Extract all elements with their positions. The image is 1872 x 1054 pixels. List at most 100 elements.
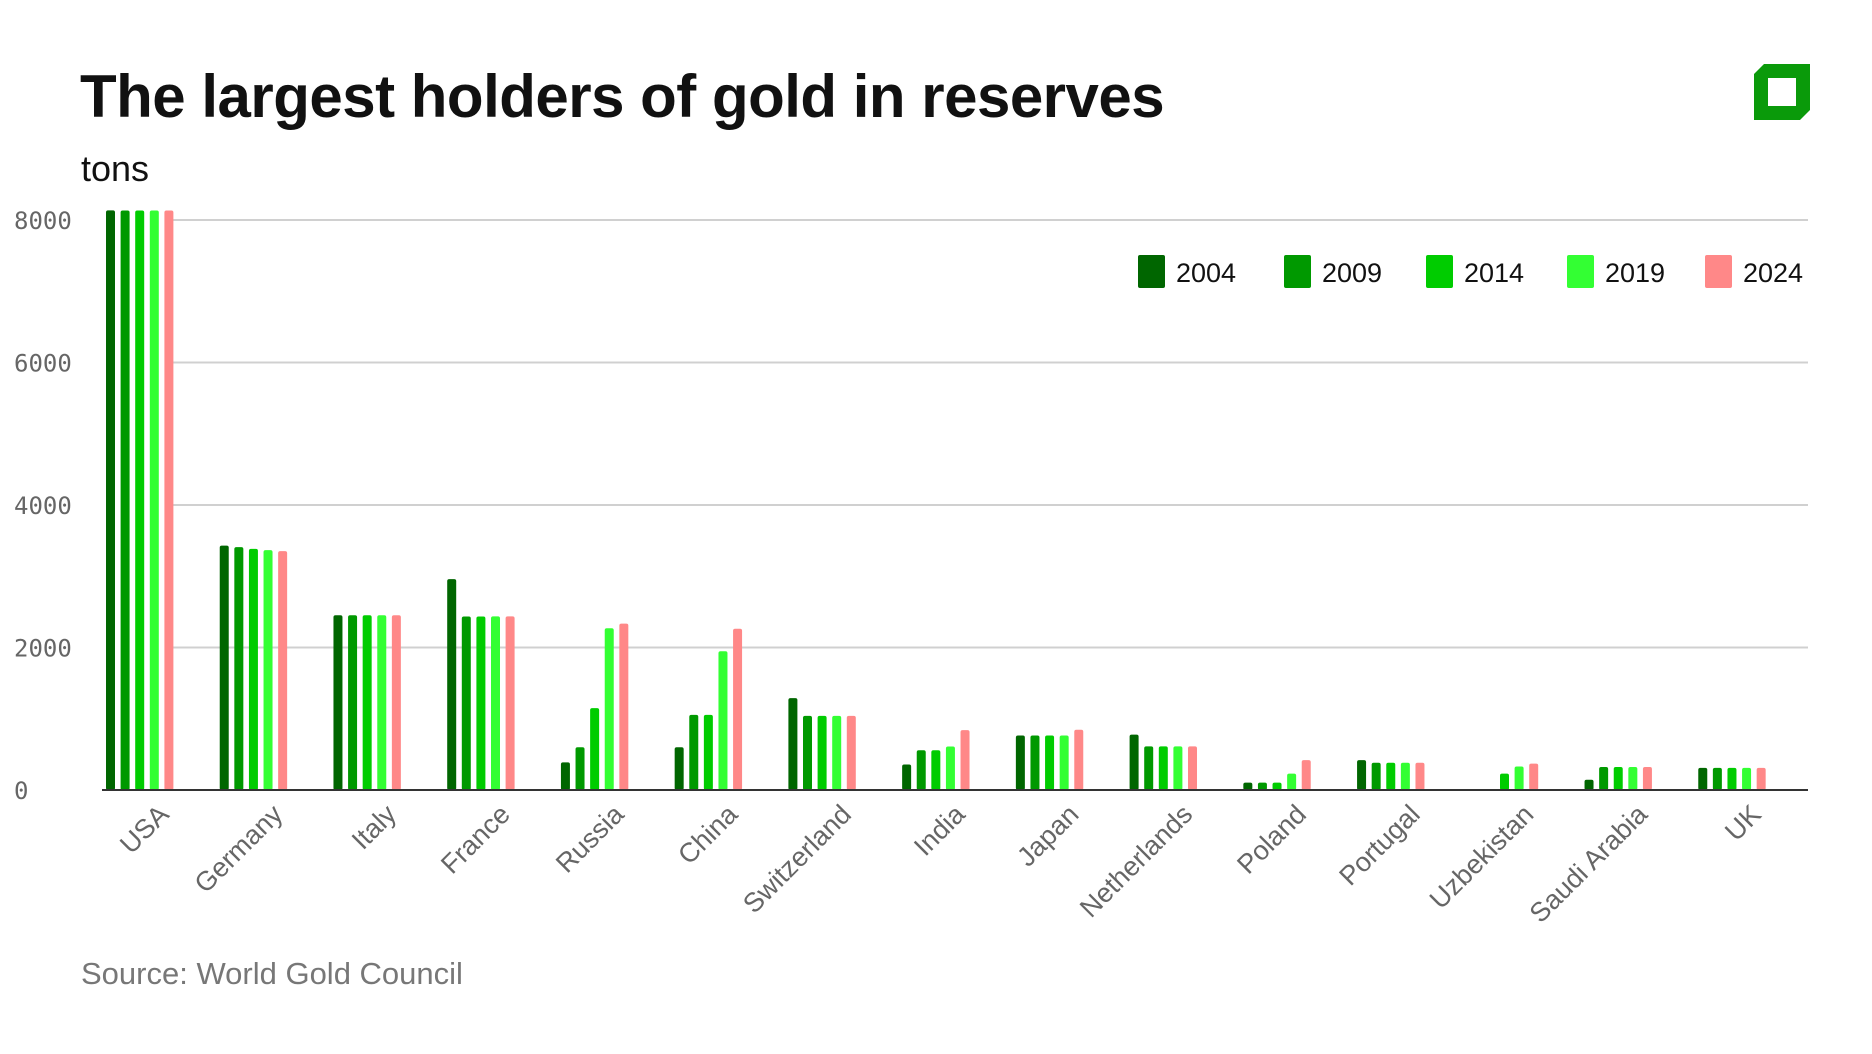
bar-china-2019: [718, 651, 728, 790]
bar-usa-2024: [164, 210, 174, 790]
x-tick-label: Switzerland: [737, 799, 857, 919]
bar-saudi-arabia-2019: [1628, 766, 1638, 790]
bar-germany-2004: [219, 545, 229, 790]
bar-italy-2004: [333, 615, 343, 790]
x-tick-label: Italy: [346, 799, 403, 856]
bar-portugal-2024: [1415, 762, 1425, 790]
bar-china-2014: [703, 714, 713, 790]
unit-label: tons: [81, 148, 150, 189]
y-tick-label: 2000: [14, 635, 72, 663]
x-tick-label: China: [672, 798, 744, 870]
bar-saudi-arabia-2009: [1599, 766, 1609, 790]
y-tick-label: 0: [14, 777, 28, 805]
bar-netherlands-2009: [1144, 746, 1154, 790]
bar-saudi-arabia-2024: [1642, 766, 1652, 790]
bar-uk-2024: [1756, 767, 1766, 790]
bar-uk-2009: [1712, 767, 1722, 790]
bar-netherlands-2024: [1188, 746, 1197, 790]
bar-uk-2014: [1727, 767, 1737, 790]
source-note: Source: World Gold Council: [81, 956, 463, 991]
bar-france-2024: [505, 616, 515, 790]
bar-uk-2019: [1742, 767, 1752, 790]
bar-china-2009: [689, 714, 699, 790]
bar-portugal-2009: [1371, 762, 1381, 790]
bar-france-2004: [447, 579, 457, 790]
x-tick-label: India: [908, 798, 971, 861]
bar-italy-2009: [348, 615, 358, 790]
bar-india-2014: [931, 750, 941, 790]
bar-switzerland-2019: [832, 715, 842, 790]
x-tick-label: Netherlands: [1074, 799, 1198, 923]
bar-china-2004: [674, 747, 684, 790]
bar-netherlands-2004: [1129, 734, 1139, 790]
bar-japan-2009: [1030, 735, 1040, 790]
bar-poland-2014: [1272, 782, 1282, 790]
legend-label: 2024: [1743, 258, 1803, 288]
legend-swatch-2004: [1138, 255, 1165, 288]
bar-uzbekistan-2019: [1514, 766, 1524, 790]
legend-swatch-2014: [1426, 255, 1453, 288]
bar-switzerland-2004: [788, 698, 798, 790]
x-tick-label: Uzbekistan: [1424, 799, 1540, 915]
bar-france-2009: [461, 616, 471, 790]
bar-russia-2004: [560, 762, 570, 790]
bar-usa-2004: [106, 210, 115, 791]
legend-label: 2014: [1464, 258, 1524, 288]
bar-japan-2004: [1015, 735, 1025, 790]
y-tick-label: 6000: [14, 350, 72, 378]
chart-title: The largest holders of gold in reserves: [80, 63, 1165, 130]
bar-italy-2014: [362, 615, 372, 790]
x-tick-label: France: [435, 799, 516, 880]
bar-germany-2019: [263, 550, 273, 790]
x-tick-label: Portugal: [1333, 799, 1425, 891]
bar-china-2024: [733, 628, 743, 790]
bar-france-2014: [476, 616, 486, 790]
bar-germany-2014: [248, 548, 258, 790]
bar-russia-2014: [590, 708, 600, 790]
legend-swatch-2019: [1567, 255, 1594, 288]
x-tick-label: Russia: [550, 798, 630, 878]
bar-saudi-arabia-2004: [1584, 779, 1594, 790]
bar-poland-2019: [1287, 773, 1297, 790]
x-tick-label: Japan: [1011, 799, 1084, 872]
y-tick-label: 4000: [14, 492, 72, 520]
bar-russia-2024: [619, 623, 629, 790]
logo-icon: [1754, 64, 1810, 120]
bar-switzerland-2009: [803, 715, 812, 790]
bar-poland-2009: [1257, 782, 1267, 790]
bar-italy-2019: [377, 615, 387, 790]
bar-france-2019: [491, 616, 500, 790]
bar-portugal-2019: [1400, 762, 1410, 790]
legend-swatch-2009: [1284, 255, 1311, 288]
legend-label: 2004: [1176, 258, 1236, 288]
bar-japan-2014: [1045, 735, 1055, 790]
bar-uk-2004: [1698, 767, 1708, 790]
bar-japan-2024: [1074, 729, 1084, 790]
bar-uzbekistan-2014: [1500, 773, 1509, 790]
bar-switzerland-2024: [846, 715, 856, 790]
bar-poland-2024: [1301, 760, 1311, 790]
x-tick-label: USA: [114, 799, 174, 859]
bar-poland-2004: [1243, 782, 1253, 790]
bar-russia-2019: [604, 628, 614, 790]
bar-russia-2009: [575, 747, 585, 790]
x-tick-label: Saudi Arabia: [1524, 798, 1654, 928]
x-tick-label: Poland: [1231, 799, 1312, 880]
bar-india-2004: [902, 764, 912, 790]
legend-label: 2019: [1605, 258, 1665, 288]
legend-swatch-2024: [1705, 255, 1732, 288]
bar-usa-2019: [149, 210, 159, 790]
bar-usa-2014: [135, 210, 145, 790]
bar-india-2009: [916, 750, 926, 790]
legend-label: 2009: [1322, 258, 1382, 288]
bar-netherlands-2019: [1173, 746, 1183, 790]
y-tick-label: 8000: [14, 207, 72, 235]
bar-germany-2024: [278, 551, 288, 790]
bar-india-2019: [945, 746, 955, 790]
x-tick-label: Germany: [189, 799, 289, 899]
bar-germany-2009: [234, 547, 244, 790]
bar-netherlands-2014: [1158, 746, 1168, 790]
bar-india-2024: [960, 730, 970, 790]
bar-japan-2019: [1059, 735, 1069, 790]
